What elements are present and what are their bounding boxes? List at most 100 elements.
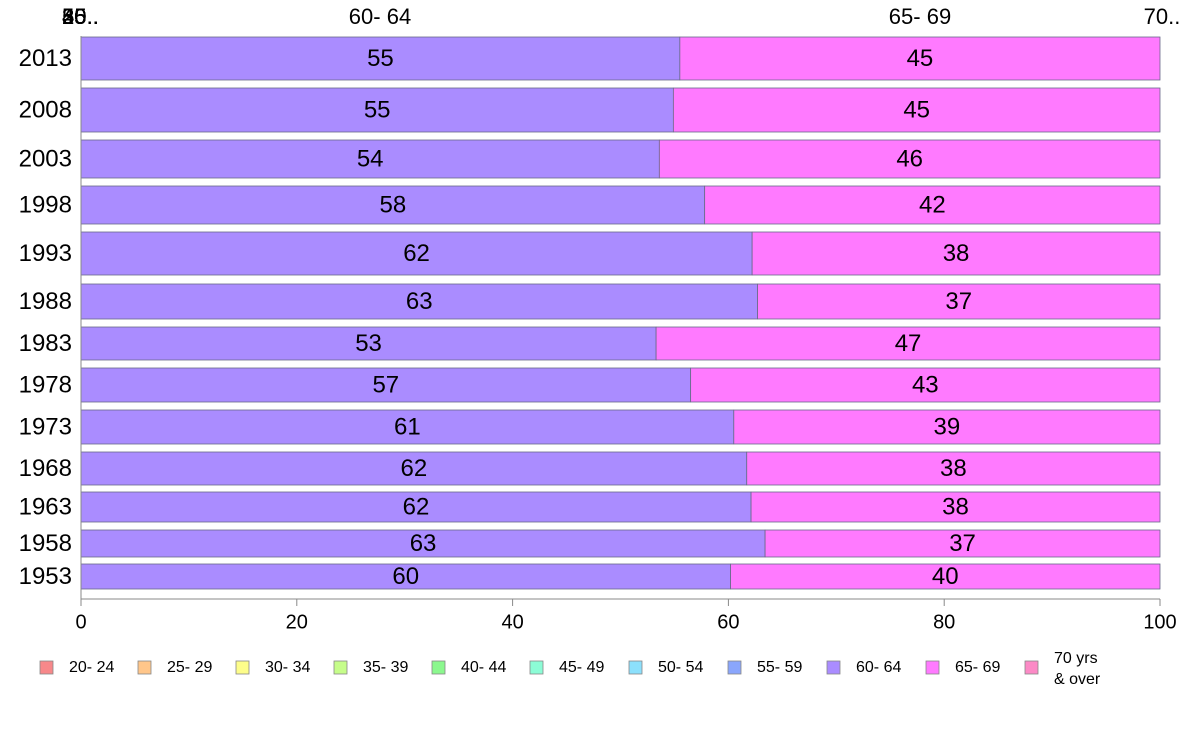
data-label: 55 bbox=[364, 96, 391, 123]
x-tick-label: 40 bbox=[501, 611, 523, 633]
data-label: 62 bbox=[403, 240, 430, 267]
category-label: 1973 bbox=[19, 413, 72, 440]
legend-swatch bbox=[1024, 660, 1039, 675]
bar-segment bbox=[80, 87, 674, 133]
bar-segment bbox=[80, 231, 753, 276]
legend-label: 35- 39 bbox=[363, 659, 408, 676]
bar-segment bbox=[80, 139, 660, 179]
bar-segment bbox=[746, 451, 1161, 486]
category-label: 1963 bbox=[19, 493, 72, 520]
legend-swatch bbox=[826, 660, 841, 675]
legend-swatch bbox=[727, 660, 742, 675]
category-label: 1958 bbox=[19, 530, 72, 557]
category-label: 2003 bbox=[19, 145, 72, 172]
bar-segment bbox=[751, 231, 1161, 276]
bar-segment bbox=[80, 326, 657, 361]
series-top-label: 70.. bbox=[1144, 4, 1181, 29]
legend-label: 30- 34 bbox=[265, 659, 310, 676]
data-label: 46 bbox=[896, 145, 923, 172]
data-label: 38 bbox=[943, 240, 970, 267]
category-label: 1953 bbox=[19, 563, 72, 590]
legend-swatch bbox=[628, 660, 643, 675]
bar-segment bbox=[658, 139, 1161, 179]
bar-segment bbox=[80, 491, 752, 523]
bar-segment bbox=[672, 87, 1161, 133]
data-label: 37 bbox=[949, 530, 976, 557]
category-label: 1978 bbox=[19, 371, 72, 398]
bar-segment bbox=[757, 283, 1161, 320]
x-tick-label: 100 bbox=[1143, 611, 1176, 633]
legend-swatch bbox=[235, 660, 250, 675]
series-top-label: 25.. bbox=[62, 4, 99, 29]
legend-label: 65- 69 bbox=[955, 659, 1000, 676]
legend-label-line: 70 yrs bbox=[1054, 650, 1098, 667]
category-label: 2013 bbox=[19, 45, 72, 72]
data-label: 61 bbox=[394, 413, 421, 440]
bar-segment bbox=[704, 185, 1161, 225]
data-label: 43 bbox=[912, 371, 939, 398]
data-label: 54 bbox=[357, 145, 384, 172]
legend-swatch bbox=[529, 660, 544, 675]
bar-segment bbox=[733, 409, 1161, 445]
legend-label: 45- 49 bbox=[559, 659, 604, 676]
series-top-label: 60- 64 bbox=[349, 4, 411, 29]
legend-swatch bbox=[137, 660, 152, 675]
data-label: 58 bbox=[379, 191, 406, 218]
legend-swatch bbox=[333, 660, 348, 675]
series-top-label: 50.. bbox=[62, 4, 99, 29]
data-label: 45 bbox=[903, 96, 930, 123]
data-label: 55 bbox=[367, 45, 394, 72]
x-tick-label: 0 bbox=[75, 611, 86, 633]
series-top-label: 30.. bbox=[62, 4, 99, 29]
bar-segment bbox=[730, 563, 1161, 590]
data-label: 38 bbox=[940, 455, 967, 482]
data-label: 63 bbox=[406, 288, 433, 315]
series-top-label: 40.. bbox=[62, 4, 99, 29]
data-label: 40 bbox=[932, 563, 959, 590]
bar-segment bbox=[690, 367, 1161, 403]
legend-swatch bbox=[39, 660, 54, 675]
legend-label: 55- 59 bbox=[757, 659, 802, 676]
legend-swatch bbox=[431, 660, 446, 675]
category-label: 1993 bbox=[19, 240, 72, 267]
data-label: 45 bbox=[907, 45, 934, 72]
category-label: 1968 bbox=[19, 455, 72, 482]
bar-segment bbox=[750, 491, 1161, 523]
legend-label: 25- 29 bbox=[167, 659, 212, 676]
category-label: 1988 bbox=[19, 288, 72, 315]
data-label: 60 bbox=[392, 563, 419, 590]
data-label: 63 bbox=[410, 530, 437, 557]
category-label: 1983 bbox=[19, 330, 72, 357]
data-label: 47 bbox=[895, 330, 922, 357]
data-label: 62 bbox=[403, 493, 430, 520]
bar-segment bbox=[80, 451, 748, 486]
series-top-label: 65- 69 bbox=[889, 4, 951, 29]
x-tick-label: 80 bbox=[933, 611, 955, 633]
category-label: 1998 bbox=[19, 191, 72, 218]
legend-swatch bbox=[925, 660, 940, 675]
bar-segment bbox=[80, 283, 758, 320]
data-label: 38 bbox=[942, 493, 969, 520]
data-label: 37 bbox=[945, 288, 972, 315]
bar-segment bbox=[764, 529, 1161, 558]
data-label: 62 bbox=[401, 455, 428, 482]
bar-segment bbox=[679, 36, 1161, 81]
legend-label-line: & over bbox=[1054, 671, 1101, 688]
data-label: 42 bbox=[919, 191, 946, 218]
bar-segment bbox=[655, 326, 1161, 361]
legend-label: 60- 64 bbox=[856, 659, 901, 676]
legend-label: 40- 44 bbox=[461, 659, 506, 676]
legend-label: 20- 24 bbox=[69, 659, 114, 676]
bar-segment bbox=[80, 563, 731, 590]
x-tick-label: 20 bbox=[286, 611, 308, 633]
legend-label: 70 yrs & over bbox=[1054, 650, 1101, 688]
data-label: 39 bbox=[934, 413, 961, 440]
data-label: 57 bbox=[372, 371, 399, 398]
x-tick-label: 60 bbox=[717, 611, 739, 633]
series-top-label: 20.. bbox=[62, 4, 99, 29]
legend-label: 50- 54 bbox=[658, 659, 703, 676]
series-top-label: 55.. bbox=[62, 4, 99, 29]
series-top-label: 35.. bbox=[62, 4, 99, 29]
category-label: 2008 bbox=[19, 96, 72, 123]
